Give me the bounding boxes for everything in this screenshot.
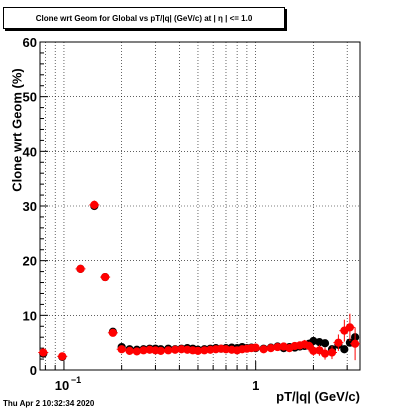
data-point — [101, 272, 110, 282]
data-point — [39, 348, 48, 357]
series-black — [39, 201, 360, 361]
data-point — [58, 352, 67, 361]
y-axis-label: Clone wrt Geom (%) — [7, 68, 27, 192]
data-point — [334, 338, 343, 347]
y-tick-label: 50 — [23, 90, 37, 105]
grid-layer — [40, 42, 360, 370]
data-point — [351, 339, 360, 348]
data-point — [125, 346, 134, 355]
data-point — [259, 345, 268, 354]
data-point — [266, 344, 275, 353]
data-point — [320, 339, 330, 348]
data-point — [117, 345, 126, 354]
data-point — [76, 264, 85, 273]
data-point — [320, 349, 330, 358]
data-point — [164, 346, 173, 355]
x-tick-label: 1 — [252, 378, 259, 393]
y-tick-label: 20 — [23, 254, 37, 269]
chart-title-text: Clone wrt Geom for Global vs pT/|q| (GeV… — [35, 13, 253, 23]
data-point — [132, 347, 141, 356]
data-point — [327, 348, 337, 357]
data-point — [108, 328, 117, 337]
series-layer — [38, 200, 361, 361]
x-tick-label-exponent: −1 — [71, 375, 81, 385]
y-tick-label: 30 — [23, 199, 37, 214]
data-point — [90, 200, 99, 210]
data-point — [251, 343, 260, 352]
y-axis-label-text: Clone wrt Geom (%) — [9, 68, 25, 192]
data-point — [345, 323, 354, 332]
data-point — [340, 345, 349, 354]
y-tick-label: 10 — [23, 308, 37, 323]
x-axis-label: pT/|q| (GeV/c) — [276, 389, 360, 404]
y-tick-label: 0 — [30, 363, 37, 378]
y-tick-label: 40 — [23, 144, 37, 159]
y-tick-label: 60 — [23, 35, 37, 50]
series-red — [38, 200, 361, 361]
x-tick-label: 10 — [55, 378, 69, 393]
data-point — [156, 346, 165, 355]
chart-title: Clone wrt Geom for Global vs pT/|q| (GeV… — [3, 7, 285, 29]
timestamp: Thu Apr 2 10:32:34 2020 — [3, 399, 95, 408]
